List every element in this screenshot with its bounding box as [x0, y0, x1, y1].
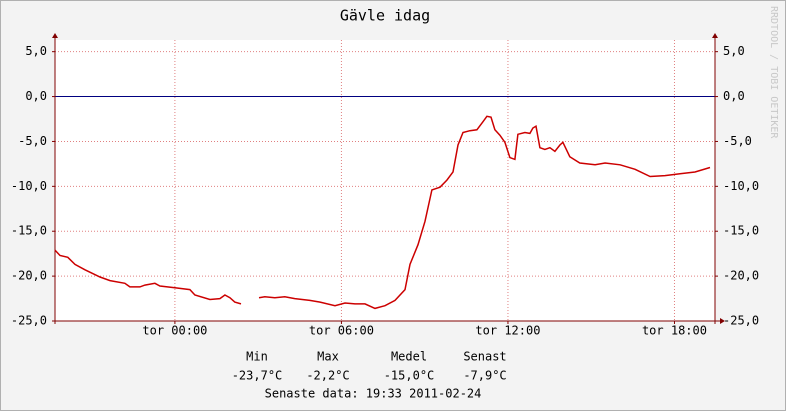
- stat-value: -2,2°C: [306, 369, 349, 383]
- data-line: [54, 115, 711, 310]
- stat-value: -7,9°C: [463, 369, 506, 383]
- y-tick-label-right: -5,0: [723, 134, 752, 148]
- x-tick-label: tor 12:00: [475, 324, 540, 338]
- y-tick-label-right: -25,0: [723, 314, 759, 328]
- stat-header: Min: [246, 350, 268, 364]
- y-tick-label-right: -10,0: [723, 179, 759, 193]
- watermark: RRDTOOL / TOBI OETIKER: [768, 6, 779, 139]
- y-tick-label-right: 0,0: [723, 89, 745, 103]
- stat-value: -23,7°C: [232, 369, 283, 383]
- chart-title: Gävle idag: [340, 7, 430, 25]
- y-tick-label: 5,0: [25, 44, 47, 58]
- footer: Senaste data: 19:33 2011-02-24: [265, 387, 482, 401]
- stat-header: Medel: [391, 350, 427, 364]
- stat-header: Senast: [463, 350, 506, 364]
- stat-value: -15,0°C: [384, 369, 435, 383]
- x-tick-label: tor 18:00: [642, 324, 707, 338]
- y-tick-label: -25,0: [11, 314, 47, 328]
- axis-arrow: [52, 33, 58, 38]
- axis-arrow: [720, 318, 725, 324]
- x-tick-label: tor 00:00: [142, 324, 207, 338]
- stat-header: Max: [317, 350, 339, 364]
- y-tick-label: 0,0: [25, 89, 47, 103]
- y-tick-label-right: 5,0: [723, 44, 745, 58]
- y-tick-label-right: -15,0: [723, 224, 759, 238]
- y-tick-label: -20,0: [11, 269, 47, 283]
- y-tick-label: -10,0: [11, 179, 47, 193]
- y-tick-label: -5,0: [18, 134, 47, 148]
- y-tick-label: -15,0: [11, 224, 47, 238]
- y-tick-label-right: -20,0: [723, 269, 759, 283]
- axis-arrow: [712, 33, 718, 38]
- plot-area: [55, 40, 715, 321]
- x-tick-label: tor 06:00: [309, 324, 374, 338]
